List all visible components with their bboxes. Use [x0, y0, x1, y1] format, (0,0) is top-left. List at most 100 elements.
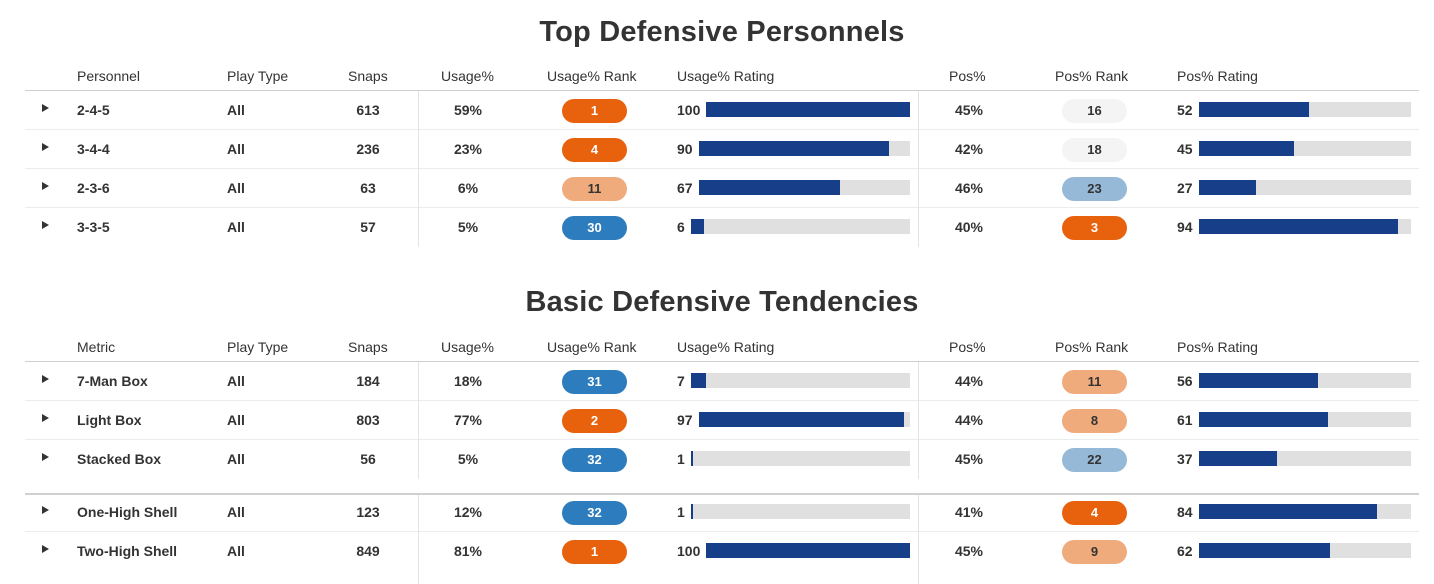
usage-rank-badge: 2: [562, 409, 627, 433]
row-pos: 44%: [954, 373, 984, 389]
pos-rank-badge: 16: [1062, 99, 1127, 123]
row-snaps: 613: [356, 102, 380, 118]
pos-rating-bar-fill: [1199, 451, 1278, 466]
col-header-play-type[interactable]: Play Type: [227, 339, 289, 355]
pos-rating-bar: [1199, 219, 1411, 234]
usage-rating-value: 7: [677, 373, 685, 389]
row-play-type: All: [227, 141, 245, 157]
row-name: Two-High Shell: [77, 543, 178, 559]
row-snaps: 849: [356, 543, 380, 559]
usage-rating-bar: [699, 412, 910, 427]
col-header-usage-rating[interactable]: Usage% Rating: [677, 339, 775, 355]
expand-caret-icon[interactable]: [42, 104, 49, 112]
row-name: Light Box: [77, 412, 142, 428]
row-name: 3-4-4: [77, 141, 110, 157]
col-header-snaps[interactable]: Snaps: [348, 339, 388, 355]
expand-caret-icon[interactable]: [42, 375, 49, 383]
col-header-pos-rating[interactable]: Pos% Rating: [1177, 68, 1258, 84]
table-header-personnels: Personnel Play Type Snaps Usage% Usage% …: [25, 61, 1419, 91]
expand-caret-icon[interactable]: [42, 545, 49, 553]
row-usage: 5%: [457, 451, 479, 467]
usage-rating-bar-fill: [691, 451, 693, 466]
table-row[interactable]: 3-3-5 All 57 5% 30 6 40% 3 94: [25, 208, 1419, 247]
usage-rank-badge: 4: [562, 138, 627, 162]
table-row[interactable]: One-High Shell All 123 12% 32 1 41% 4 84: [25, 493, 1419, 532]
col-header-pos[interactable]: Pos%: [949, 68, 986, 84]
usage-rating-bar-fill: [706, 102, 910, 117]
expand-caret-icon[interactable]: [42, 143, 49, 151]
column-divider: [418, 495, 419, 584]
column-divider: [418, 362, 419, 479]
usage-rank-badge: 1: [562, 540, 627, 564]
usage-rating-bar: [699, 141, 910, 156]
row-play-type: All: [227, 102, 245, 118]
usage-rank-badge: 30: [562, 216, 627, 240]
row-usage: 77%: [453, 412, 483, 428]
usage-rating-value: 97: [677, 412, 693, 428]
col-header-usage-rating[interactable]: Usage% Rating: [677, 68, 775, 84]
row-name: 2-4-5: [77, 102, 110, 118]
col-header-personnel[interactable]: Personnel: [77, 68, 141, 84]
pos-rating-bar-fill: [1199, 102, 1310, 117]
table-row[interactable]: Stacked Box All 56 5% 32 1 45% 22 37: [25, 440, 1419, 479]
col-header-usage[interactable]: Usage%: [441, 339, 494, 355]
col-header-pos-rank[interactable]: Pos% Rank: [1055, 68, 1129, 84]
pos-rating-value: 45: [1177, 141, 1193, 157]
usage-rating-bar: [691, 219, 910, 234]
row-pos: 46%: [954, 180, 984, 196]
row-snaps: 56: [360, 451, 376, 467]
usage-rating-value: 6: [677, 219, 685, 235]
pos-rank-badge: 9: [1062, 540, 1127, 564]
col-header-pos-rating[interactable]: Pos% Rating: [1177, 339, 1258, 355]
table-row[interactable]: 3-4-4 All 236 23% 4 90 42% 18 45: [25, 130, 1419, 169]
usage-rank-badge: 32: [562, 501, 627, 525]
pos-rating-value: 61: [1177, 412, 1193, 428]
table-row[interactable]: 2-4-5 All 613 59% 1 100 45% 16 52: [25, 91, 1419, 130]
usage-rank-badge: 32: [562, 448, 627, 472]
row-name: 3-3-5: [77, 219, 110, 235]
table-row[interactable]: 2-3-6 All 63 6% 11 67 46% 23 27: [25, 169, 1419, 208]
row-pos: 40%: [954, 219, 984, 235]
expand-caret-icon[interactable]: [42, 506, 49, 514]
expand-caret-icon[interactable]: [42, 414, 49, 422]
row-play-type: All: [227, 219, 245, 235]
col-header-pos[interactable]: Pos%: [949, 339, 986, 355]
expand-caret-icon[interactable]: [42, 182, 49, 190]
expand-caret-icon[interactable]: [42, 221, 49, 229]
row-name: 7-Man Box: [77, 373, 148, 389]
row-usage: 23%: [453, 141, 483, 157]
section-title-personnels: Top Defensive Personnels: [539, 16, 905, 48]
col-header-metric[interactable]: Metric: [77, 339, 116, 355]
row-usage: 18%: [453, 373, 483, 389]
usage-rating-bar-fill: [699, 412, 904, 427]
column-divider: [418, 91, 419, 247]
row-pos: 45%: [954, 451, 984, 467]
row-snaps: 63: [360, 180, 376, 196]
usage-rating-bar: [699, 180, 910, 195]
usage-rating-bar-fill: [691, 373, 707, 388]
pos-rank-badge: 11: [1062, 370, 1127, 394]
col-header-play-type[interactable]: Play Type: [227, 68, 289, 84]
usage-rating-value: 1: [677, 451, 685, 467]
col-header-snaps[interactable]: Snaps: [348, 68, 388, 84]
usage-rating-bar: [706, 543, 910, 558]
pos-rating-bar-fill: [1199, 412, 1329, 427]
usage-rating-bar-fill: [691, 219, 705, 234]
pos-rank-badge: 22: [1062, 448, 1127, 472]
usage-rating-bar-fill: [706, 543, 910, 558]
usage-rating-bar: [691, 451, 910, 466]
col-header-usage[interactable]: Usage%: [441, 68, 494, 84]
table-row[interactable]: Two-High Shell All 849 81% 1 100 45% 9 62: [25, 532, 1419, 571]
expand-caret-icon[interactable]: [42, 453, 49, 461]
row-name: Stacked Box: [77, 451, 162, 467]
col-header-usage-rank[interactable]: Usage% Rank: [547, 339, 637, 355]
table-row[interactable]: 7-Man Box All 184 18% 31 7 44% 11 56: [25, 362, 1419, 401]
col-header-usage-rank[interactable]: Usage% Rank: [547, 68, 637, 84]
pos-rating-bar: [1199, 412, 1411, 427]
table-row[interactable]: Light Box All 803 77% 2 97 44% 8 61: [25, 401, 1419, 440]
usage-rating-value: 90: [677, 141, 693, 157]
pos-rating-bar-fill: [1199, 373, 1318, 388]
col-header-pos-rank[interactable]: Pos% Rank: [1055, 339, 1129, 355]
usage-rating-value: 67: [677, 180, 693, 196]
row-usage: 12%: [453, 504, 483, 520]
